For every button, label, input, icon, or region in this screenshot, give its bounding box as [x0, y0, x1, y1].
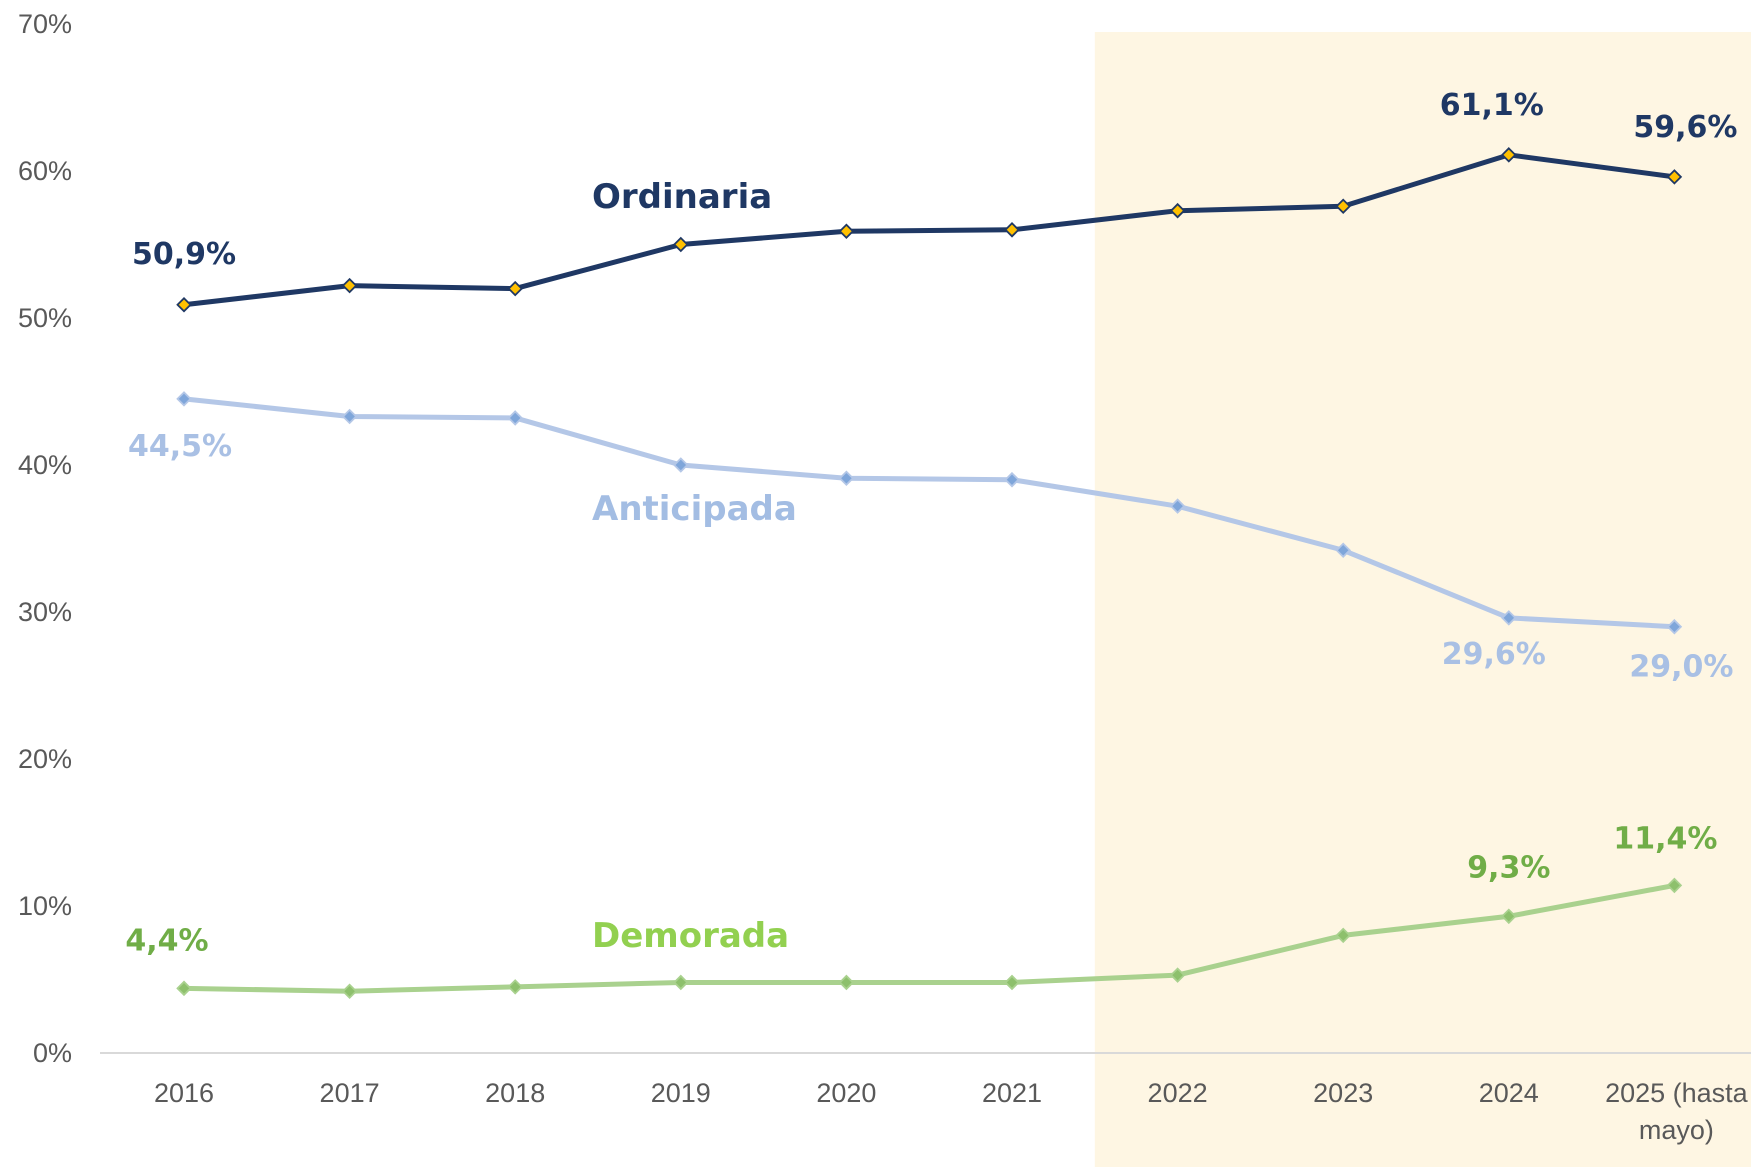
data-point-ordinaria — [176, 296, 192, 313]
data-point-ordinaria — [1335, 198, 1351, 215]
data-point-anticipada — [673, 457, 689, 473]
data-label-anticipada: 44,5% — [128, 429, 232, 464]
series-line-ordinaria — [181, 152, 1677, 308]
data-point-demorada — [1004, 974, 1020, 991]
y-axis-tick-labels: 0% 10% 20% 30% 40% 50% 60% 70% — [18, 9, 72, 1068]
data-point-ordinaria — [1004, 222, 1020, 238]
data-label-demorada: 4,4% — [125, 923, 208, 958]
data-point-demorada — [341, 983, 358, 1000]
y-tick-label: 10% — [18, 891, 72, 921]
data-point-anticipada — [1666, 618, 1683, 635]
series-line-demorada — [181, 882, 1677, 994]
data-label-ordinaria: 59,6% — [1633, 110, 1737, 145]
series-markers — [176, 147, 1683, 1000]
data-label-demorada: 9,3% — [1467, 850, 1550, 885]
series-lines — [181, 152, 1677, 994]
series-line-anticipada — [181, 396, 1677, 630]
data-point-ordinaria — [673, 236, 689, 253]
data-point-demorada — [673, 974, 689, 991]
data-point-demorada — [1169, 967, 1186, 983]
y-tick-label: 30% — [18, 597, 72, 627]
data-point-anticipada — [1004, 471, 1020, 488]
data-label-ordinaria: 50,9% — [132, 237, 236, 272]
x-tick-label: 2021 — [982, 1078, 1042, 1108]
series-name-demorada: Demorada — [592, 916, 789, 956]
data-point-demorada — [1501, 908, 1517, 925]
data-point-anticipada — [176, 391, 192, 407]
data-point-demorada — [176, 980, 192, 997]
x-tick-label: 2016 — [154, 1078, 214, 1108]
data-point-anticipada — [838, 470, 855, 487]
y-tick-label: 40% — [18, 450, 72, 480]
x-tick-label: 2023 — [1313, 1078, 1373, 1108]
y-tick-label: 60% — [18, 156, 72, 186]
data-labels: 50,9% 61,1% 59,6% 44,5% 29,6% 29,0% 4,4% 9,3% 11… — [125, 88, 1737, 958]
x-axis-tick-labels: 2016 2017 2018 2019 2020 2021 2022 2023 2024 2025… — [154, 1078, 1749, 1145]
data-point-ordinaria — [1666, 169, 1683, 185]
data-label-demorada: 11,4% — [1613, 821, 1717, 856]
data-point-demorada — [1335, 927, 1351, 944]
y-tick-label: 50% — [18, 303, 72, 333]
data-label-ordinaria: 61,1% — [1440, 88, 1544, 123]
y-tick-label: 20% — [18, 744, 72, 774]
x-tick-label: 2019 — [651, 1078, 711, 1108]
data-point-ordinaria — [341, 277, 358, 294]
highlight-band-2022-2025 — [1094, 32, 1751, 1167]
data-point-ordinaria — [1169, 202, 1186, 219]
data-point-demorada — [507, 979, 523, 995]
x-tick-label: 2024 — [1479, 1078, 1539, 1108]
data-point-anticipada — [1501, 610, 1517, 626]
data-point-anticipada — [507, 410, 523, 426]
data-point-demorada — [1666, 877, 1683, 894]
x-tick-label: 2018 — [485, 1078, 545, 1108]
data-point-anticipada — [1335, 542, 1351, 559]
data-point-ordinaria — [507, 280, 523, 297]
series-name-ordinaria: Ordinaria — [592, 177, 772, 217]
data-label-anticipada: 29,0% — [1629, 650, 1733, 685]
series-name-anticipada: Anticipada — [592, 489, 797, 529]
data-label-anticipada: 29,6% — [1442, 637, 1546, 672]
data-point-anticipada — [1169, 498, 1186, 514]
data-point-ordinaria — [838, 223, 855, 240]
y-tick-label: 0% — [33, 1038, 72, 1068]
series-name-labels: Ordinaria Anticipada Demorada — [592, 177, 797, 956]
y-tick-label: 70% — [18, 9, 72, 39]
x-tick-label: 2020 — [816, 1078, 876, 1108]
data-point-demorada — [838, 974, 855, 991]
data-point-ordinaria — [1501, 147, 1517, 163]
x-tick-label: 2025 (hasta mayo) — [1605, 1078, 1749, 1145]
data-point-anticipada — [341, 408, 358, 425]
x-tick-label: 2022 — [1148, 1078, 1208, 1108]
x-tick-label: 2017 — [320, 1078, 380, 1108]
